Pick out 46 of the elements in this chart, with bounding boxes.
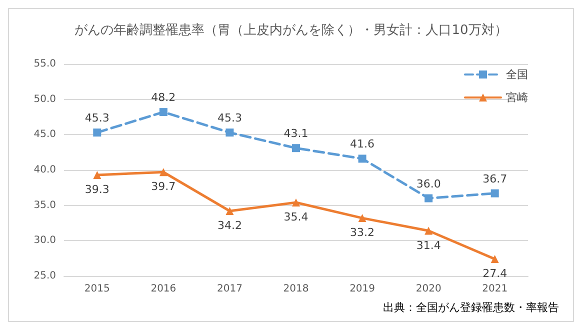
data-label: 36.7 <box>482 172 508 186</box>
point <box>226 206 234 215</box>
x-tick-label: 2016 <box>150 284 176 294</box>
data-label: 27.4 <box>482 267 508 280</box>
x-tick-label: 2017 <box>216 284 242 294</box>
source-note: 出典：全国がん登録罹患数・率報告 <box>383 301 559 314</box>
x-tick-label: 2021 <box>482 284 508 294</box>
data-label: 41.6 <box>350 138 375 151</box>
x-tick-label: 2020 <box>416 284 442 294</box>
point <box>159 108 168 116</box>
point <box>424 194 433 202</box>
data-label: 33.2 <box>350 226 375 240</box>
data-label: 39.3 <box>84 182 110 196</box>
x-tick-label: 2018 <box>283 284 309 294</box>
y-tick-label: 25.0 <box>34 270 56 282</box>
data-label: 31.4 <box>416 238 441 252</box>
y-tick-label: 45.0 <box>34 129 56 140</box>
point <box>93 128 102 137</box>
data-label: 45.3 <box>84 112 110 125</box>
point <box>358 154 366 163</box>
data-label: 43.1 <box>284 127 308 140</box>
y-tick-label: 30.0 <box>34 235 56 246</box>
x-tick-label: 2015 <box>84 284 110 294</box>
data-label: 36.0 <box>416 177 441 190</box>
y-tick-label: 50.0 <box>34 94 56 105</box>
chart-title: がんの年齢調整罹患率（胃（上皮内がんを除く）・男女計：人口10万対） <box>74 22 508 38</box>
point <box>424 226 433 235</box>
legend-label: 宮崎 <box>506 91 528 104</box>
data-label: 35.4 <box>284 210 308 224</box>
point <box>490 255 499 264</box>
point <box>490 189 499 198</box>
data-label: 34.2 <box>217 218 242 232</box>
point <box>159 168 168 176</box>
point <box>93 170 102 179</box>
data-label: 39.7 <box>151 180 176 194</box>
y-tick-label: 35.0 <box>34 200 56 211</box>
point <box>292 144 300 152</box>
data-label: 48.2 <box>151 91 176 104</box>
x-tick-label: 2019 <box>350 284 376 294</box>
data-label: 45.3 <box>217 112 242 125</box>
y-tick-label: 55.0 <box>34 58 56 70</box>
y-tick-label: 40.0 <box>34 164 56 176</box>
point <box>358 214 366 222</box>
point <box>292 198 300 207</box>
point <box>226 128 234 137</box>
legend-label: 全国 <box>506 68 528 81</box>
